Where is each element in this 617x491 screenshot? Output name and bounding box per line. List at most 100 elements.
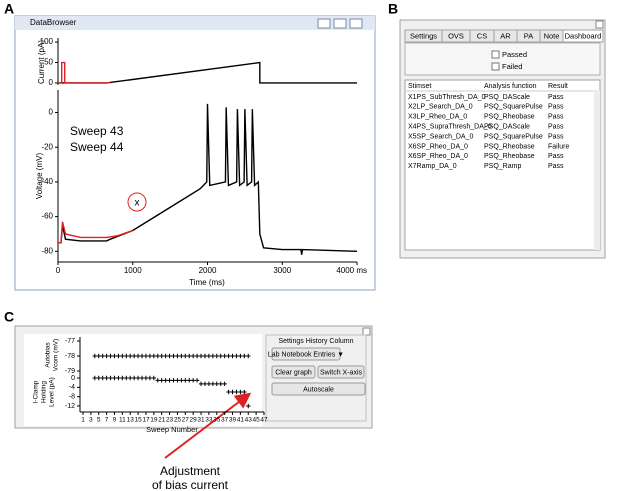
marker [226,389,231,395]
marker [214,381,219,387]
marker [96,375,101,381]
table-cell: PSQ_SquarePulse [484,133,543,140]
marker [246,403,251,409]
marker [128,353,133,359]
annotation: Adjustment [160,464,221,478]
marker [214,353,219,359]
y-tick-label: -8 [69,394,75,401]
marker [218,381,223,387]
button-label: Autoscale [303,386,334,393]
y-tick-label: -60 [41,212,53,221]
y-tick-label: 0 [49,78,54,87]
title-bar [15,16,375,30]
table-cell: Failure [548,143,570,150]
table-cell: X5SP_Search_DA_0 [408,133,473,140]
x-tick-label: 39 [229,417,237,424]
button[interactable] [271,347,341,361]
y-tick-label: 0 [71,375,75,382]
x-tick-label: 4000 ms [336,266,367,275]
y-axis-label: Level (pA) [49,377,56,407]
marker [187,353,192,359]
table-cell: Pass [548,114,564,121]
marker [104,375,109,381]
table-cell: Pass [548,104,564,111]
marker [143,375,149,381]
panel-label: A [4,1,14,17]
marker [96,353,101,359]
scrollbar[interactable] [594,90,600,250]
checkbox[interactable] [491,50,500,59]
trace [58,103,358,255]
marker [147,353,153,359]
marker [206,353,212,359]
marker [163,378,168,383]
marker [171,353,176,359]
y-tick-label: -40 [41,177,53,186]
x-tick-label: 7 [105,417,109,424]
x-tick-label: 27 [182,417,190,424]
marker [124,375,129,381]
annotation: x [135,198,140,209]
x-tick-label: 37 [221,417,229,424]
table-cell: Pass [548,94,564,101]
legend-entry: Sweep 44 [70,140,124,154]
x-tick-label: 17 [142,417,150,424]
table-cell: PSQ_SquarePulse [484,104,543,111]
button-label: Lab Notebook Entries ▼ [268,351,344,358]
tab[interactable] [562,29,604,43]
filter-box [404,42,601,76]
button[interactable] [317,365,365,379]
marker [131,353,137,359]
table-cell: X6SP_Rheo_DA_0 [408,143,468,150]
marker [198,381,204,387]
table-cell: X1PS_SubThresh_DA_0 [408,94,486,101]
marker [206,381,212,387]
annotation: of bias current [152,478,229,491]
table-cell: Pass [548,124,564,131]
checkbox[interactable] [491,62,500,71]
marker [108,353,113,359]
marker [159,353,164,359]
table-cell: X4PS_SupraThresh_DA_0 [408,124,492,131]
marker [230,353,235,359]
group-title: Settings History Column [278,338,353,345]
x-axis-label: Time (ms) [189,278,225,287]
marker [92,353,98,359]
x-tick-label: 31 [197,417,205,424]
y-tick-label: 100 [40,37,54,46]
marker [194,353,200,359]
arrow [164,392,252,459]
marker [190,353,196,359]
marker [202,381,208,387]
button[interactable] [271,365,316,379]
marker [167,353,172,359]
legend-entry: Sweep 43 [70,124,124,138]
x-tick-label: 25 [174,417,182,424]
button[interactable] [271,382,366,396]
table-cell: X3LP_Rheo_DA_0 [408,114,467,121]
marker [175,378,180,383]
x-tick-label: 11 [119,417,126,424]
y-tick-label: -12 [65,403,75,410]
marker [226,353,231,359]
y-axis-label: Holding [41,381,48,403]
x-tick-label: 0 [56,266,61,275]
x-tick-label: 43 [245,417,253,424]
marker [234,353,239,359]
table-cell: X7Ramp_DA_0 [408,163,457,170]
marker [238,389,243,395]
tab-label: CS [477,31,487,40]
marker [135,353,141,359]
marker [139,375,145,381]
x-tick-label: 9 [113,417,117,424]
marker [171,378,176,383]
maximize-button[interactable] [333,18,347,29]
minimize-button[interactable] [317,18,331,29]
panel-label: C [4,309,14,325]
table-cell: PSQ_Rheobase [484,114,535,121]
marker [155,353,160,359]
x-tick-label: 3 [89,417,93,424]
close-button[interactable] [349,18,363,29]
close-button[interactable] [362,327,371,336]
close-button[interactable] [595,20,604,29]
